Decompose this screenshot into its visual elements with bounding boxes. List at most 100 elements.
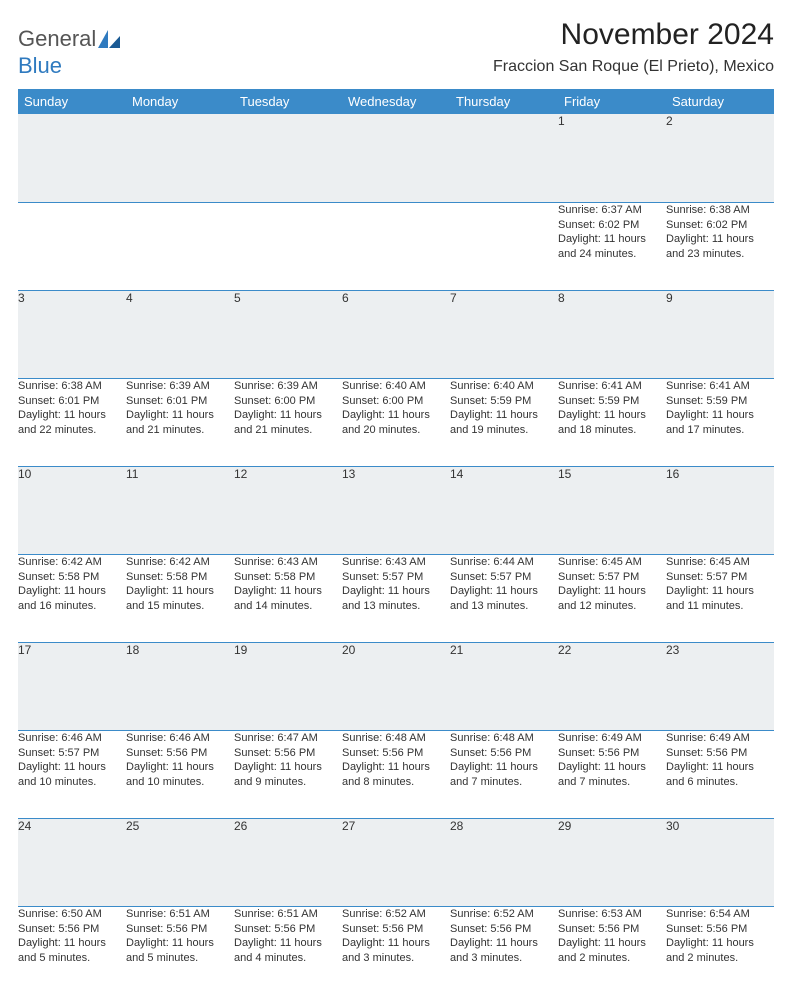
day-number-cell: 23 [666,642,774,730]
daylight-text: Daylight: 11 hours and 5 minutes. [126,936,234,966]
day-info-cell: Sunrise: 6:40 AMSunset: 5:59 PMDaylight:… [450,378,558,466]
daylight-text: Daylight: 11 hours and 15 minutes. [126,584,234,614]
daylight-text: Daylight: 11 hours and 2 minutes. [666,936,774,966]
week-info-row: Sunrise: 6:46 AMSunset: 5:57 PMDaylight:… [18,730,774,818]
weekday-header-row: Sunday Monday Tuesday Wednesday Thursday… [18,89,774,114]
sunrise-text: Sunrise: 6:51 AM [234,907,342,922]
sunrise-text: Sunrise: 6:49 AM [558,731,666,746]
sunrise-text: Sunrise: 6:37 AM [558,203,666,218]
day-number-cell: 13 [342,466,450,554]
sunrise-text: Sunrise: 6:39 AM [234,379,342,394]
sunset-text: Sunset: 5:56 PM [666,746,774,761]
sunset-text: Sunset: 5:56 PM [234,746,342,761]
sunset-text: Sunset: 5:56 PM [126,922,234,937]
weekday-header: Wednesday [342,89,450,114]
sunrise-text: Sunrise: 6:42 AM [18,555,126,570]
day-info-cell [18,202,126,290]
day-number-cell [450,114,558,202]
sunset-text: Sunset: 5:56 PM [666,922,774,937]
title-block: November 2024 Fraccion San Roque (El Pri… [493,18,774,76]
week-daynum-row: 17181920212223 [18,642,774,730]
sunset-text: Sunset: 5:56 PM [450,746,558,761]
day-info-cell: Sunrise: 6:46 AMSunset: 5:56 PMDaylight:… [126,730,234,818]
day-info-cell: Sunrise: 6:38 AMSunset: 6:01 PMDaylight:… [18,378,126,466]
sunrise-text: Sunrise: 6:48 AM [450,731,558,746]
day-number-cell [126,114,234,202]
daylight-text: Daylight: 11 hours and 20 minutes. [342,408,450,438]
location-label: Fraccion San Roque (El Prieto), Mexico [493,58,774,76]
day-number-cell: 15 [558,466,666,554]
day-number-cell: 19 [234,642,342,730]
day-number-cell: 10 [18,466,126,554]
sunrise-text: Sunrise: 6:45 AM [558,555,666,570]
day-number-cell: 17 [18,642,126,730]
day-info-cell: Sunrise: 6:52 AMSunset: 5:56 PMDaylight:… [450,906,558,994]
weekday-header: Friday [558,89,666,114]
sunset-text: Sunset: 5:56 PM [342,746,450,761]
day-number-cell: 22 [558,642,666,730]
page-header: General Blue November 2024 Fraccion San … [18,18,774,79]
day-number-cell: 21 [450,642,558,730]
day-info-cell: Sunrise: 6:40 AMSunset: 6:00 PMDaylight:… [342,378,450,466]
daylight-text: Daylight: 11 hours and 2 minutes. [558,936,666,966]
daylight-text: Daylight: 11 hours and 14 minutes. [234,584,342,614]
logo: General Blue [18,18,120,79]
sunrise-text: Sunrise: 6:53 AM [558,907,666,922]
day-number-cell: 29 [558,818,666,906]
day-number-cell: 3 [18,290,126,378]
logo-text-general: General [18,26,96,51]
sunset-text: Sunset: 5:56 PM [450,922,558,937]
day-info-cell: Sunrise: 6:39 AMSunset: 6:01 PMDaylight:… [126,378,234,466]
sunset-text: Sunset: 5:56 PM [558,922,666,937]
sunrise-text: Sunrise: 6:40 AM [450,379,558,394]
sunset-text: Sunset: 6:02 PM [666,218,774,233]
day-info-cell: Sunrise: 6:47 AMSunset: 5:56 PMDaylight:… [234,730,342,818]
daylight-text: Daylight: 11 hours and 5 minutes. [18,936,126,966]
sunrise-text: Sunrise: 6:39 AM [126,379,234,394]
day-number-cell [18,114,126,202]
sunset-text: Sunset: 5:57 PM [18,746,126,761]
day-info-cell [234,202,342,290]
day-info-cell: Sunrise: 6:53 AMSunset: 5:56 PMDaylight:… [558,906,666,994]
sunset-text: Sunset: 6:01 PM [18,394,126,409]
day-info-cell: Sunrise: 6:45 AMSunset: 5:57 PMDaylight:… [558,554,666,642]
sunset-text: Sunset: 6:00 PM [234,394,342,409]
day-number-cell: 30 [666,818,774,906]
sunrise-text: Sunrise: 6:41 AM [558,379,666,394]
day-number-cell: 27 [342,818,450,906]
day-number-cell: 18 [126,642,234,730]
week-daynum-row: 10111213141516 [18,466,774,554]
daylight-text: Daylight: 11 hours and 19 minutes. [450,408,558,438]
week-info-row: Sunrise: 6:42 AMSunset: 5:58 PMDaylight:… [18,554,774,642]
sunrise-text: Sunrise: 6:47 AM [234,731,342,746]
weekday-header: Thursday [450,89,558,114]
day-number-cell: 5 [234,290,342,378]
daylight-text: Daylight: 11 hours and 9 minutes. [234,760,342,790]
week-daynum-row: 12 [18,114,774,202]
day-info-cell: Sunrise: 6:50 AMSunset: 5:56 PMDaylight:… [18,906,126,994]
day-info-cell: Sunrise: 6:46 AMSunset: 5:57 PMDaylight:… [18,730,126,818]
sunset-text: Sunset: 5:56 PM [18,922,126,937]
weekday-header: Tuesday [234,89,342,114]
daylight-text: Daylight: 11 hours and 13 minutes. [450,584,558,614]
sunset-text: Sunset: 5:58 PM [234,570,342,585]
daylight-text: Daylight: 11 hours and 3 minutes. [450,936,558,966]
daylight-text: Daylight: 11 hours and 7 minutes. [450,760,558,790]
day-info-cell: Sunrise: 6:51 AMSunset: 5:56 PMDaylight:… [126,906,234,994]
day-number-cell: 1 [558,114,666,202]
sunset-text: Sunset: 6:01 PM [126,394,234,409]
daylight-text: Daylight: 11 hours and 4 minutes. [234,936,342,966]
sunrise-text: Sunrise: 6:41 AM [666,379,774,394]
week-info-row: Sunrise: 6:50 AMSunset: 5:56 PMDaylight:… [18,906,774,994]
weekday-header: Saturday [666,89,774,114]
day-info-cell: Sunrise: 6:42 AMSunset: 5:58 PMDaylight:… [18,554,126,642]
sunset-text: Sunset: 5:56 PM [558,746,666,761]
day-info-cell [342,202,450,290]
week-info-row: Sunrise: 6:38 AMSunset: 6:01 PMDaylight:… [18,378,774,466]
sunrise-text: Sunrise: 6:51 AM [126,907,234,922]
day-number-cell: 6 [342,290,450,378]
sunrise-text: Sunrise: 6:44 AM [450,555,558,570]
day-number-cell: 14 [450,466,558,554]
daylight-text: Daylight: 11 hours and 24 minutes. [558,232,666,262]
sunrise-text: Sunrise: 6:52 AM [342,907,450,922]
